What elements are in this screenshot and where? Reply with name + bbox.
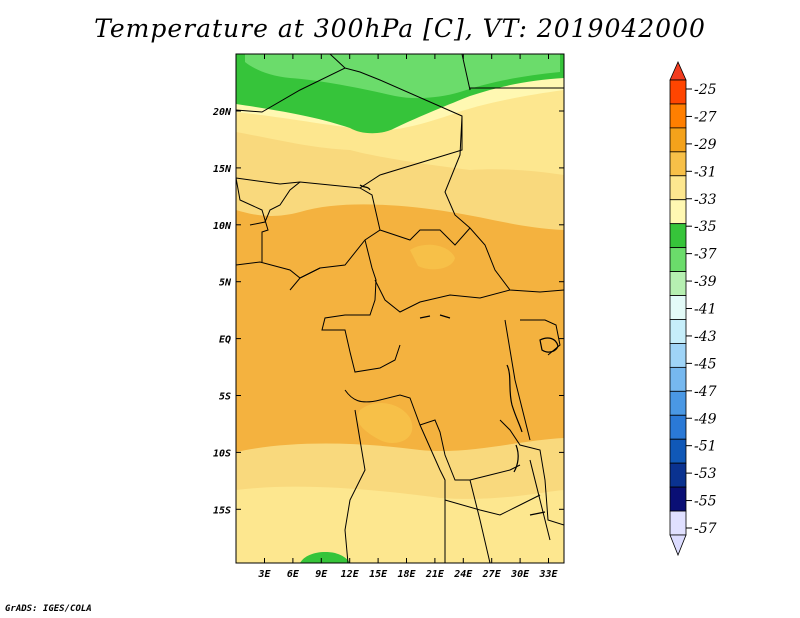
colorbar-segment: [669, 271, 687, 296]
colorbar-top-arrow: [669, 61, 687, 81]
longitude-axis: 3E 6E 9E 12E 15E 18E 21E 24E 27E 30E 33E: [257, 54, 559, 580]
colorbar-label: -53: [694, 466, 717, 482]
colorbar-label: -51: [694, 439, 717, 455]
central-patch: [357, 403, 413, 444]
lon-label: 6E: [287, 569, 300, 580]
colorbar-label: -27: [694, 109, 717, 125]
colorbar-segment: [669, 414, 687, 440]
lakes: [359, 184, 559, 516]
colorbar-segment: [669, 510, 687, 536]
colorbar-segment: [669, 366, 687, 392]
lat-label: 5N: [219, 278, 232, 289]
map-title: Temperature at 300hPa [C], VT: 201904200…: [94, 14, 706, 43]
colorbar-segment: [669, 199, 687, 225]
colorbar-segment: [669, 295, 687, 320]
colorbar-label: -47: [694, 384, 717, 400]
colorbar-segment: [669, 103, 687, 129]
lat-label: 5S: [219, 392, 231, 403]
central-north-patch: [410, 244, 455, 270]
lat-label: EQ: [219, 335, 231, 346]
colorbar-label: -49: [694, 411, 717, 427]
colorbar-label: -39: [694, 274, 717, 290]
colorbar-label: -31: [694, 164, 717, 180]
map-fill: [236, 54, 564, 563]
south-pale-band: [236, 486, 564, 563]
lon-label: 24E: [453, 569, 473, 580]
latitude-axis: 20N 15N 10N 5N EQ 5S 10S 15S: [212, 107, 564, 516]
lon-label: 27E: [482, 569, 502, 580]
colorbar-label: -55: [694, 494, 717, 510]
colorbar-segment: [669, 127, 687, 153]
colorbar-segment: [669, 390, 687, 416]
colorbar-segment: [669, 486, 687, 512]
colorbar-label: -45: [694, 356, 717, 372]
lon-label: 15E: [369, 569, 388, 580]
credit-text: GrADS: IGES/COLA: [5, 604, 92, 614]
lat-label: 10S: [213, 448, 231, 459]
lat-label: 15S: [213, 505, 231, 516]
lat-label: 10N: [213, 221, 232, 232]
colorbar-label: -35: [694, 219, 717, 235]
colorbar-label: -33: [694, 192, 717, 208]
south-green-patch: [300, 552, 350, 563]
colorbar-label: -57: [694, 521, 717, 537]
colorbar-segment: [669, 343, 687, 368]
lon-label: 33E: [538, 569, 558, 580]
lon-label: 9E: [315, 569, 328, 580]
colorbar-segment: [669, 175, 687, 201]
colorbar-bottom-arrow: [669, 534, 687, 557]
lon-label: 12E: [341, 569, 360, 580]
colorbar-segment: [669, 247, 687, 272]
north-light-green-region: [245, 54, 560, 99]
colorbar-label: -43: [694, 329, 717, 345]
colorbar-segment: [669, 438, 687, 464]
lon-label: 18E: [397, 569, 416, 580]
colorbar-label: -41: [694, 302, 717, 318]
colorbar-segment: [669, 223, 687, 249]
colorbar-segment: [669, 151, 687, 177]
colorbar: -25 -27 -29 -31 -33 -35 -37 -39 -41 -43 -45 -47 -49 -…: [669, 61, 717, 557]
colorbar-segment: [669, 319, 687, 344]
lon-label: 30E: [510, 569, 530, 580]
colorbar-label: -29: [694, 137, 717, 153]
country-borders: [236, 54, 564, 563]
map-frame: [235, 53, 565, 564]
lon-label: 3E: [257, 569, 271, 580]
colorbar-segment: [669, 79, 687, 105]
lat-label: 15N: [213, 164, 232, 175]
colorbar-segment: [669, 462, 687, 488]
colorbar-label: -25: [694, 82, 717, 98]
lon-label: 21E: [425, 569, 445, 580]
lat-label: 20N: [212, 107, 232, 118]
colorbar-label: -37: [694, 247, 717, 263]
